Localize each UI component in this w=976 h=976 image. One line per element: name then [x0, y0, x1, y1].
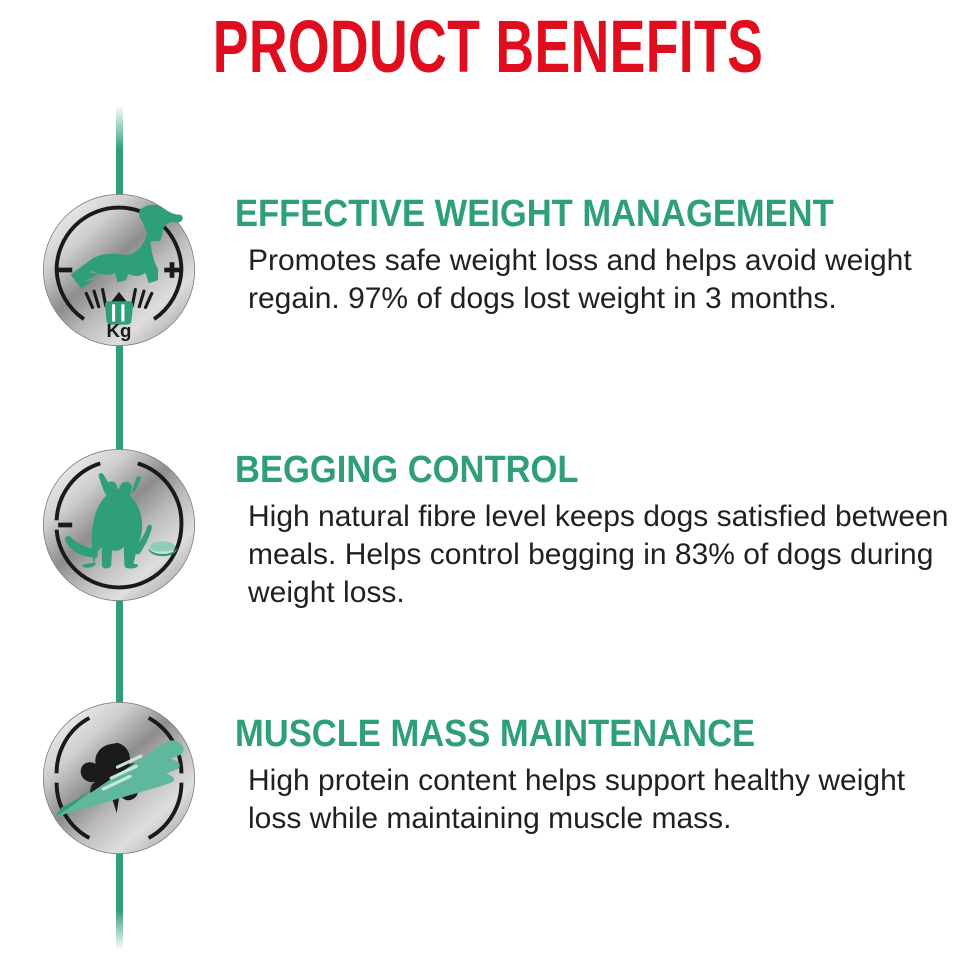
svg-text:Kg: Kg — [107, 320, 132, 341]
